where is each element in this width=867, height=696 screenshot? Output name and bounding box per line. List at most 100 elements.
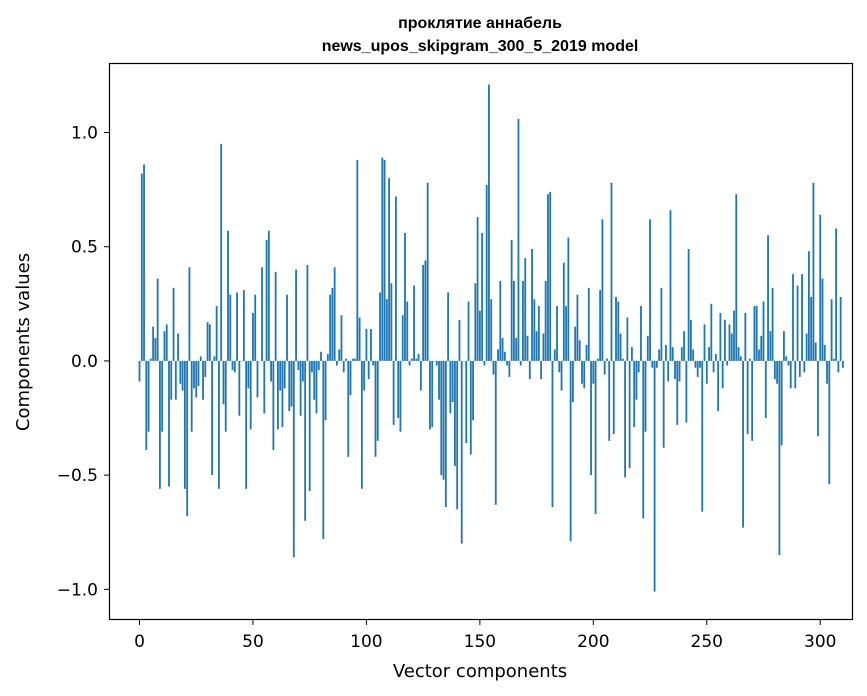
bar xyxy=(583,360,586,389)
bar xyxy=(270,360,273,382)
bar xyxy=(252,312,254,361)
bar xyxy=(435,360,438,366)
bar xyxy=(662,360,665,448)
bar xyxy=(767,235,769,361)
bar xyxy=(553,349,556,361)
bar xyxy=(689,319,692,361)
bar xyxy=(712,360,715,373)
bar xyxy=(472,360,474,421)
bar xyxy=(817,360,819,437)
bar xyxy=(619,333,622,361)
bar xyxy=(454,360,456,466)
bar xyxy=(835,228,838,361)
bar xyxy=(408,360,411,366)
bar xyxy=(832,358,835,361)
bar xyxy=(245,360,248,489)
bar xyxy=(345,358,347,361)
bar xyxy=(585,344,588,361)
bar xyxy=(326,354,329,361)
bar xyxy=(773,360,776,380)
bar xyxy=(467,301,470,361)
bar xyxy=(728,324,731,361)
y-tick-label: 0.0 xyxy=(71,352,98,372)
bar xyxy=(392,360,395,425)
bar xyxy=(696,360,699,377)
bar xyxy=(215,306,218,361)
bar xyxy=(186,360,189,517)
bar xyxy=(785,356,788,361)
bar xyxy=(379,292,381,361)
bar xyxy=(494,360,497,505)
bar xyxy=(317,360,320,371)
bar xyxy=(699,360,701,368)
bar xyxy=(256,360,259,398)
bar xyxy=(674,360,676,380)
bar xyxy=(617,301,620,361)
bar xyxy=(828,360,831,485)
bar xyxy=(374,360,377,457)
bar xyxy=(805,333,808,361)
bar xyxy=(798,360,801,377)
bar xyxy=(556,306,558,361)
bar xyxy=(193,360,195,389)
bar xyxy=(506,360,509,366)
bar xyxy=(678,360,681,382)
bar xyxy=(347,360,350,457)
bar xyxy=(540,360,543,380)
bar xyxy=(152,326,155,361)
bar xyxy=(626,317,629,361)
bar xyxy=(724,319,726,361)
bar xyxy=(218,360,220,489)
bar xyxy=(751,360,754,441)
bar xyxy=(247,360,250,389)
x-tick-label: 250 xyxy=(691,632,723,652)
bar xyxy=(842,360,844,368)
y-axis-label: Components values xyxy=(13,253,34,431)
bar xyxy=(301,360,304,382)
bar xyxy=(517,118,520,361)
bar xyxy=(202,360,204,400)
bar xyxy=(717,360,720,412)
bar xyxy=(642,360,645,519)
bar xyxy=(213,356,216,361)
bar xyxy=(590,360,592,476)
bar xyxy=(655,360,658,368)
bar xyxy=(331,287,334,361)
bar xyxy=(526,335,529,361)
bar xyxy=(190,360,193,432)
bar xyxy=(229,294,232,361)
bar xyxy=(417,354,420,361)
bar xyxy=(726,360,729,366)
bar xyxy=(544,280,547,361)
bar xyxy=(172,287,175,361)
bar xyxy=(667,360,670,382)
bar xyxy=(165,324,168,361)
bar xyxy=(608,360,611,441)
bar xyxy=(587,287,590,361)
y-tick-label: −0.5 xyxy=(57,466,98,486)
bar xyxy=(365,328,368,361)
bar xyxy=(419,360,422,391)
bar xyxy=(630,347,633,361)
bar xyxy=(272,360,275,450)
bar xyxy=(277,360,279,430)
bar xyxy=(474,283,477,361)
bar xyxy=(168,360,170,487)
bar xyxy=(801,274,803,361)
bar xyxy=(531,249,533,361)
bar xyxy=(363,360,366,391)
bar xyxy=(254,294,257,361)
bar xyxy=(787,360,790,366)
bar xyxy=(370,328,372,361)
bar xyxy=(265,239,268,361)
bar xyxy=(249,360,252,430)
bar xyxy=(395,196,397,361)
bar xyxy=(508,360,511,377)
bar xyxy=(438,360,440,400)
bar xyxy=(410,358,413,361)
bar xyxy=(603,360,606,375)
bar xyxy=(719,312,722,361)
bar xyxy=(424,260,427,361)
bar xyxy=(415,358,418,361)
bar xyxy=(547,194,549,361)
